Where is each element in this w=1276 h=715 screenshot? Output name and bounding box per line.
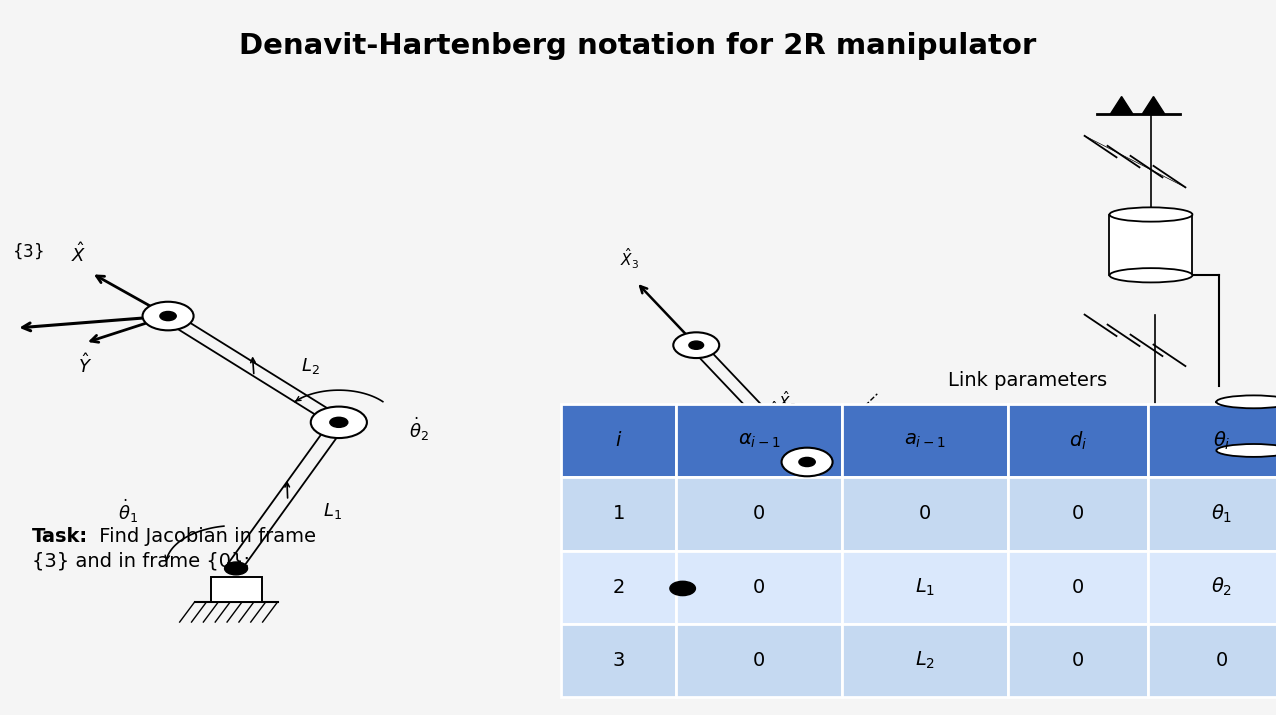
Text: 0: 0 bbox=[919, 504, 931, 523]
Circle shape bbox=[143, 302, 194, 330]
Bar bbox=[676, 478, 842, 551]
Bar bbox=[1148, 404, 1276, 478]
Bar bbox=[561, 478, 676, 551]
Bar bbox=[561, 623, 676, 697]
Text: $\dot{\theta}_2$: $\dot{\theta}_2$ bbox=[410, 416, 429, 443]
Text: 0: 0 bbox=[753, 578, 766, 597]
Text: $L_2$: $L_2$ bbox=[301, 355, 320, 375]
Bar bbox=[657, 597, 708, 620]
Text: $L_1$: $L_1$ bbox=[323, 501, 342, 521]
Text: $0$: $0$ bbox=[1215, 651, 1229, 670]
Bar bbox=[1148, 623, 1276, 697]
Bar bbox=[1148, 551, 1276, 623]
Bar bbox=[676, 404, 842, 478]
Text: {3} and in frame {0}:: {3} and in frame {0}: bbox=[32, 552, 250, 571]
Text: $\theta_2$: $\theta_2$ bbox=[907, 406, 924, 425]
Text: $d_i$: $d_i$ bbox=[1069, 430, 1087, 452]
Circle shape bbox=[799, 458, 815, 467]
Bar bbox=[1216, 402, 1276, 450]
Bar bbox=[1008, 623, 1148, 697]
Circle shape bbox=[670, 581, 695, 596]
Text: $\hat{Y}_0$: $\hat{Y}_0$ bbox=[667, 490, 685, 515]
Bar bbox=[676, 623, 842, 697]
Text: Find Jacobian in frame: Find Jacobian in frame bbox=[93, 527, 316, 546]
Text: $\alpha_{i-1}$: $\alpha_{i-1}$ bbox=[738, 431, 781, 450]
Text: $\hat{Y}$: $\hat{Y}$ bbox=[78, 354, 92, 378]
Bar bbox=[1008, 404, 1148, 478]
Ellipse shape bbox=[1109, 268, 1192, 282]
Bar bbox=[676, 551, 842, 623]
Circle shape bbox=[330, 418, 348, 428]
Circle shape bbox=[674, 332, 720, 358]
Text: $\hat{Y}_3$: $\hat{Y}_3$ bbox=[768, 400, 785, 424]
Text: 1: 1 bbox=[612, 504, 625, 523]
Text: $\hat{Y}_1$: $\hat{Y}_1$ bbox=[653, 498, 670, 522]
Bar bbox=[1008, 551, 1148, 623]
Bar bbox=[842, 478, 1008, 551]
Text: $\dot{\theta}_1$: $\dot{\theta}_1$ bbox=[117, 498, 138, 525]
Text: $\hat{X}_2$: $\hat{X}_2$ bbox=[778, 390, 796, 414]
Text: Task:: Task: bbox=[32, 527, 88, 546]
Text: $L_2$: $L_2$ bbox=[915, 650, 935, 671]
Circle shape bbox=[781, 448, 833, 476]
Circle shape bbox=[160, 312, 176, 320]
Text: $L_1$: $L_1$ bbox=[915, 576, 935, 598]
Text: $a_{i-1}$: $a_{i-1}$ bbox=[905, 431, 946, 450]
Text: $\theta_2$: $\theta_2$ bbox=[1211, 576, 1233, 598]
Bar bbox=[842, 404, 1008, 478]
Bar bbox=[842, 551, 1008, 623]
Text: $\{3\}$: $\{3\}$ bbox=[11, 242, 43, 262]
Text: 0: 0 bbox=[1072, 651, 1085, 670]
Bar bbox=[561, 551, 676, 623]
Text: 3: 3 bbox=[612, 651, 625, 670]
Polygon shape bbox=[1142, 97, 1165, 114]
Ellipse shape bbox=[1216, 395, 1276, 408]
Text: 2: 2 bbox=[612, 578, 625, 597]
Text: Link parameters: Link parameters bbox=[948, 370, 1106, 390]
Ellipse shape bbox=[1216, 444, 1276, 457]
Text: $\theta_1$: $\theta_1$ bbox=[1211, 503, 1233, 525]
Text: $\theta_1$: $\theta_1$ bbox=[772, 556, 789, 574]
Ellipse shape bbox=[1109, 207, 1192, 222]
Bar bbox=[1109, 214, 1192, 275]
Circle shape bbox=[689, 341, 703, 350]
Text: $\theta_i$: $\theta_i$ bbox=[1213, 430, 1230, 452]
Circle shape bbox=[225, 562, 248, 575]
Circle shape bbox=[311, 407, 367, 438]
Text: $i$: $i$ bbox=[615, 431, 623, 450]
Text: Denavit-Hartenberg notation for 2R manipulator: Denavit-Hartenberg notation for 2R manip… bbox=[240, 32, 1036, 60]
Text: $\hat{X}_0$: $\hat{X}_0$ bbox=[791, 573, 810, 597]
Text: $\hat{X}$: $\hat{X}$ bbox=[71, 242, 87, 266]
Text: 0: 0 bbox=[753, 651, 766, 670]
Text: 0: 0 bbox=[753, 504, 766, 523]
Text: 0: 0 bbox=[1072, 504, 1085, 523]
Bar bbox=[1148, 478, 1276, 551]
Bar bbox=[211, 577, 262, 602]
Bar bbox=[842, 623, 1008, 697]
Text: 0: 0 bbox=[1072, 578, 1085, 597]
Text: $\hat{X}_3$: $\hat{X}_3$ bbox=[620, 247, 639, 271]
Bar bbox=[1008, 478, 1148, 551]
Polygon shape bbox=[1110, 97, 1133, 114]
Bar bbox=[561, 404, 676, 478]
